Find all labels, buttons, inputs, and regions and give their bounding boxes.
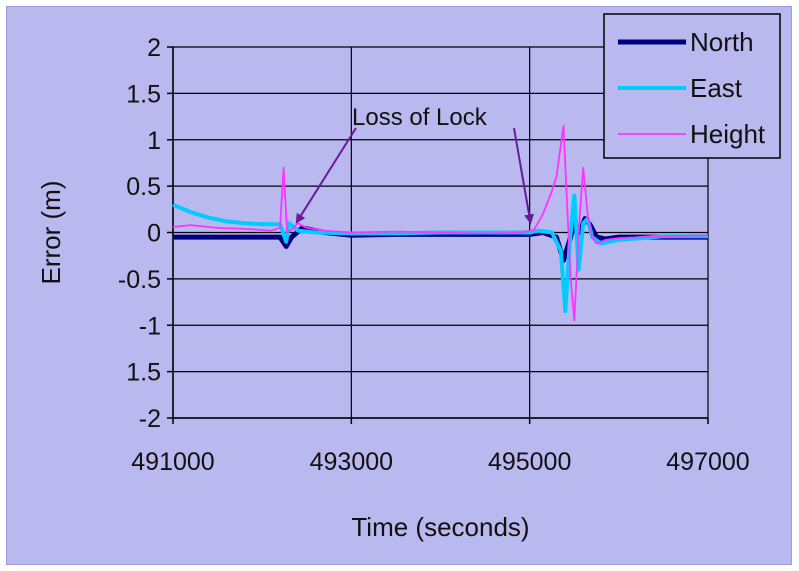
y-tick-label: 0 [147, 220, 161, 248]
loss-of-lock-annotation: Loss of Lock [295, 104, 535, 225]
y-tick-label: 1 [147, 127, 161, 155]
annotation-label: Loss of Lock [352, 104, 488, 131]
y-tick-label: -0.5 [118, 266, 161, 294]
x-tick-label: 491000 [131, 448, 214, 476]
annotation-arrow [295, 127, 357, 224]
annotation-arrow [513, 127, 535, 225]
x-axis-title: Time (seconds) [351, 512, 529, 542]
series-line-height [172, 124, 709, 322]
y-axis-title: Error (m) [36, 181, 66, 285]
series-lines [172, 124, 709, 322]
y-tick-label: 0.5 [126, 173, 161, 201]
y-tick-label: 2 [147, 34, 161, 62]
y-tick-label: -1 [139, 312, 161, 340]
x-tick-label: 495000 [488, 448, 571, 476]
x-tick-label: 493000 [310, 448, 393, 476]
y-tick-label: -2 [139, 405, 161, 433]
legend-label-east: East [690, 73, 743, 103]
x-tick-label: 497000 [666, 448, 749, 476]
y-tick-label: 1.5 [126, 359, 161, 387]
y-tick-labels: 2 1.5 1 0.5 0 -0.5 -1 1.5 -2 [118, 34, 161, 433]
legend-label-height: Height [690, 119, 766, 149]
x-tick-labels: 491000 493000 495000 497000 [131, 448, 749, 476]
legend: North East Height [603, 13, 781, 159]
legend-label-north: North [690, 27, 754, 57]
axes [167, 46, 709, 424]
y-tick-label: 1.5 [126, 80, 161, 108]
